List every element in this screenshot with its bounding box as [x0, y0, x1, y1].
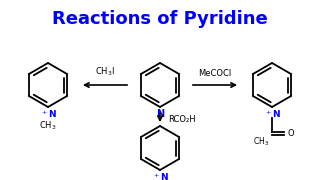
- Text: $^+$N: $^+$N: [40, 108, 56, 120]
- Text: CH$_3$: CH$_3$: [39, 120, 57, 132]
- Text: $^+$N: $^+$N: [264, 108, 280, 120]
- Text: CH$_3$I: CH$_3$I: [95, 66, 115, 78]
- Text: Reactions of Pyridine: Reactions of Pyridine: [52, 10, 268, 28]
- Text: N: N: [156, 109, 164, 119]
- Text: RCO₂H: RCO₂H: [168, 116, 196, 125]
- Text: CH$_3$: CH$_3$: [253, 135, 269, 147]
- Text: MeCOCl: MeCOCl: [198, 69, 232, 78]
- Text: $^+$N: $^+$N: [152, 171, 168, 180]
- Text: O: O: [287, 129, 294, 138]
